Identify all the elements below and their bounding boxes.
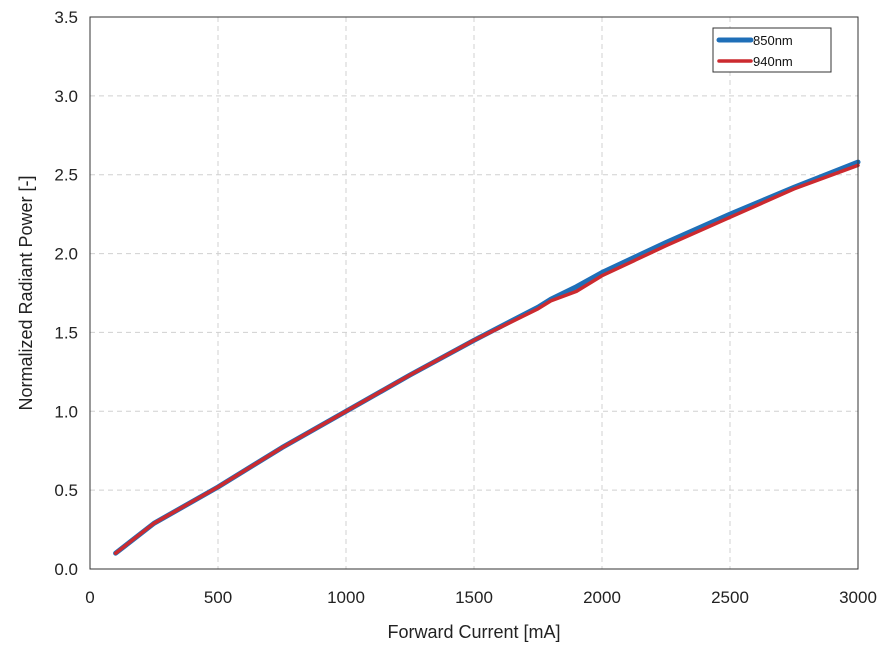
x-tick-label: 0 <box>85 588 94 607</box>
x-tick-label: 2000 <box>583 588 621 607</box>
y-tick-label: 1.5 <box>54 323 78 342</box>
x-tick-label: 500 <box>204 588 232 607</box>
series-lines <box>113 159 861 556</box>
y-tick-label: 0.5 <box>54 481 78 500</box>
x-tick-label: 2500 <box>711 588 749 607</box>
y-axis-tick-labels: 0.0 0.5 1.0 1.5 2.0 2.5 3.0 3.5 <box>54 8 78 579</box>
legend: 850nm 940nm <box>712 27 832 73</box>
legend-label: 850nm <box>753 33 793 48</box>
gridlines <box>90 17 858 569</box>
y-tick-label: 2.5 <box>54 166 78 185</box>
x-axis-title: Forward Current [mA] <box>387 622 560 642</box>
y-tick-label: 3.0 <box>54 87 78 106</box>
y-tick-label: 2.0 <box>54 245 78 264</box>
x-tick-label: 1500 <box>455 588 493 607</box>
x-axis-tick-labels: 0 500 1000 1500 2000 2500 3000 <box>85 588 877 607</box>
y-axis-title: Normalized Radiant Power [-] <box>16 175 36 410</box>
series-line-850nm <box>113 159 861 556</box>
legend-label: 940nm <box>753 54 793 69</box>
x-tick-label: 1000 <box>327 588 365 607</box>
y-tick-label: 1.0 <box>54 402 78 421</box>
plot-area-frame <box>89 16 859 570</box>
y-tick-label: 3.5 <box>54 8 78 27</box>
series-line-940nm <box>113 163 860 555</box>
y-tick-label: 0.0 <box>54 560 78 579</box>
legend-box <box>712 27 832 73</box>
x-tick-label: 3000 <box>839 588 877 607</box>
